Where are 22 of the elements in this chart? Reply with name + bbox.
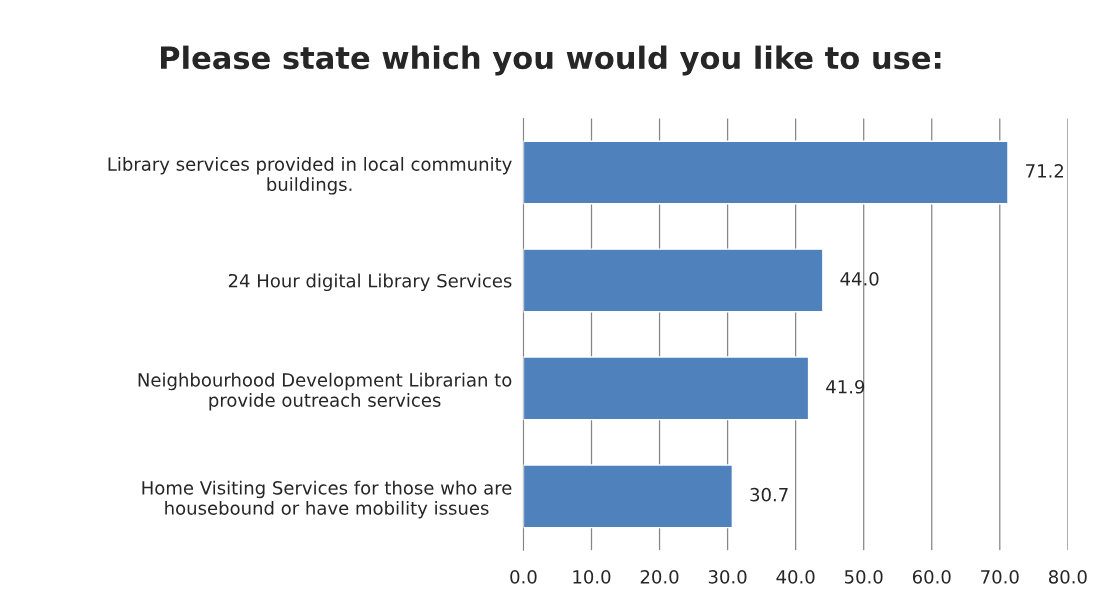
x-tick-label: 0.0 — [510, 570, 537, 584]
x-tick-label: 70.0 — [981, 570, 1019, 584]
x-tick-label: 60.0 — [912, 570, 951, 584]
bar — [523, 464, 734, 529]
bar — [523, 140, 1009, 205]
x-tick-label: 40.0 — [776, 570, 815, 584]
x-tick-label: 50.0 — [844, 570, 883, 584]
data-label: 71.2 — [1026, 164, 1064, 178]
bar — [523, 248, 824, 313]
x-tick-label: 10.0 — [573, 570, 611, 584]
y-tick-label: Home Visiting Services for those who are housebound or have mobility issues — [142, 480, 512, 519]
x-tick-label: 80.0 — [1048, 570, 1087, 584]
y-tick-label: Neighbourhood Development Librarian to provide outreach services — [138, 372, 512, 411]
data-label: 41.9 — [826, 379, 865, 394]
data-label: 30.7 — [750, 487, 788, 502]
chart-title: Please state which you would you like to use: — [161, 45, 941, 76]
x-tick-label: 20.0 — [640, 570, 679, 584]
x-tick-label: 30.0 — [708, 570, 747, 584]
bar — [523, 356, 810, 421]
y-tick-label: 24 Hour digital Library Services — [228, 273, 512, 292]
data-label: 44.0 — [840, 272, 879, 286]
y-tick-label: Library services provided in local community buildings. — [108, 156, 512, 195]
